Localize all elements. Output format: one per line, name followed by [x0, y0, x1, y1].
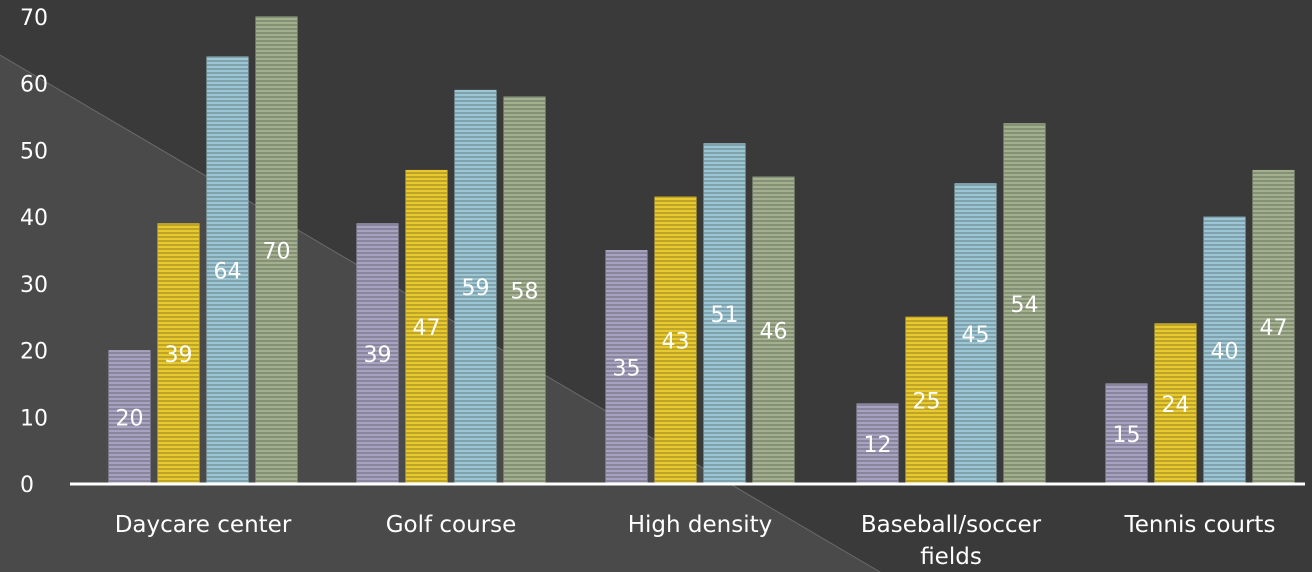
data-label: 24	[1162, 393, 1190, 418]
y-tick-label: 40	[20, 206, 48, 231]
y-tick-label: 60	[20, 73, 48, 98]
y-tick-label: 20	[20, 340, 48, 365]
y-axis: 0 10 20 30 40 50 60 70	[20, 6, 48, 498]
x-axis: Daycare center Golf course High density Bas…	[115, 512, 1276, 570]
data-label: 12	[864, 433, 892, 458]
bar-stripes	[857, 403, 898, 484]
data-label: 40	[1211, 340, 1239, 365]
bar-stripes	[504, 97, 545, 485]
data-label: 46	[760, 320, 788, 345]
data-label: 39	[165, 343, 193, 368]
data-label: 59	[462, 276, 490, 301]
bar-stripes	[1106, 383, 1147, 484]
bar-stripes	[1204, 217, 1245, 484]
y-tick-label: 0	[20, 473, 34, 498]
data-label: 47	[1260, 316, 1288, 341]
y-tick-label: 50	[20, 139, 48, 164]
y-tick-label: 10	[20, 406, 48, 431]
bar-stripes	[753, 177, 794, 484]
bar-stripes	[606, 250, 647, 484]
data-label: 20	[116, 406, 144, 431]
data-label: 64	[214, 260, 242, 285]
bar-stripes	[207, 57, 248, 485]
bar-stripes	[1004, 123, 1045, 484]
data-label: 47	[413, 316, 441, 341]
bar-stripes	[955, 183, 996, 485]
data-labels-group: 20 39 64 70 39 47 59 58 35 43 51 46 12 25 45 54 15 24 40 47	[116, 240, 1288, 458]
x-tick-label: High density	[628, 512, 773, 538]
y-tick-label: 70	[20, 6, 48, 31]
x-tick-label: Baseball/soccer fields	[861, 512, 1042, 570]
data-label: 35	[613, 356, 641, 381]
x-tick-label: Tennis courts	[1124, 512, 1276, 538]
bar-stripes	[109, 350, 150, 484]
data-label: 15	[1113, 423, 1141, 448]
bar-stripes	[655, 197, 696, 484]
x-tick-label: Daycare center	[115, 512, 292, 538]
x-tick-label: Golf course	[386, 512, 517, 538]
data-label: 70	[263, 240, 291, 265]
data-label: 39	[364, 343, 392, 368]
bar-stripes	[704, 143, 745, 484]
bar-stripes	[256, 17, 297, 484]
data-label: 58	[511, 280, 539, 305]
data-label: 43	[662, 330, 690, 355]
data-label: 25	[913, 390, 941, 415]
data-label: 45	[962, 323, 990, 348]
bar-stripes	[158, 223, 199, 485]
data-label: 51	[711, 303, 739, 328]
bar-stripes	[1253, 170, 1294, 484]
bar-stripes	[906, 317, 947, 484]
bar-stripes	[1155, 323, 1196, 484]
y-tick-label: 30	[20, 273, 48, 298]
bar-stripes	[357, 223, 398, 485]
data-label: 54	[1011, 293, 1039, 318]
bar-stripes	[406, 170, 447, 484]
bar-stripes	[455, 90, 496, 484]
bars-group	[108, 16, 1295, 485]
